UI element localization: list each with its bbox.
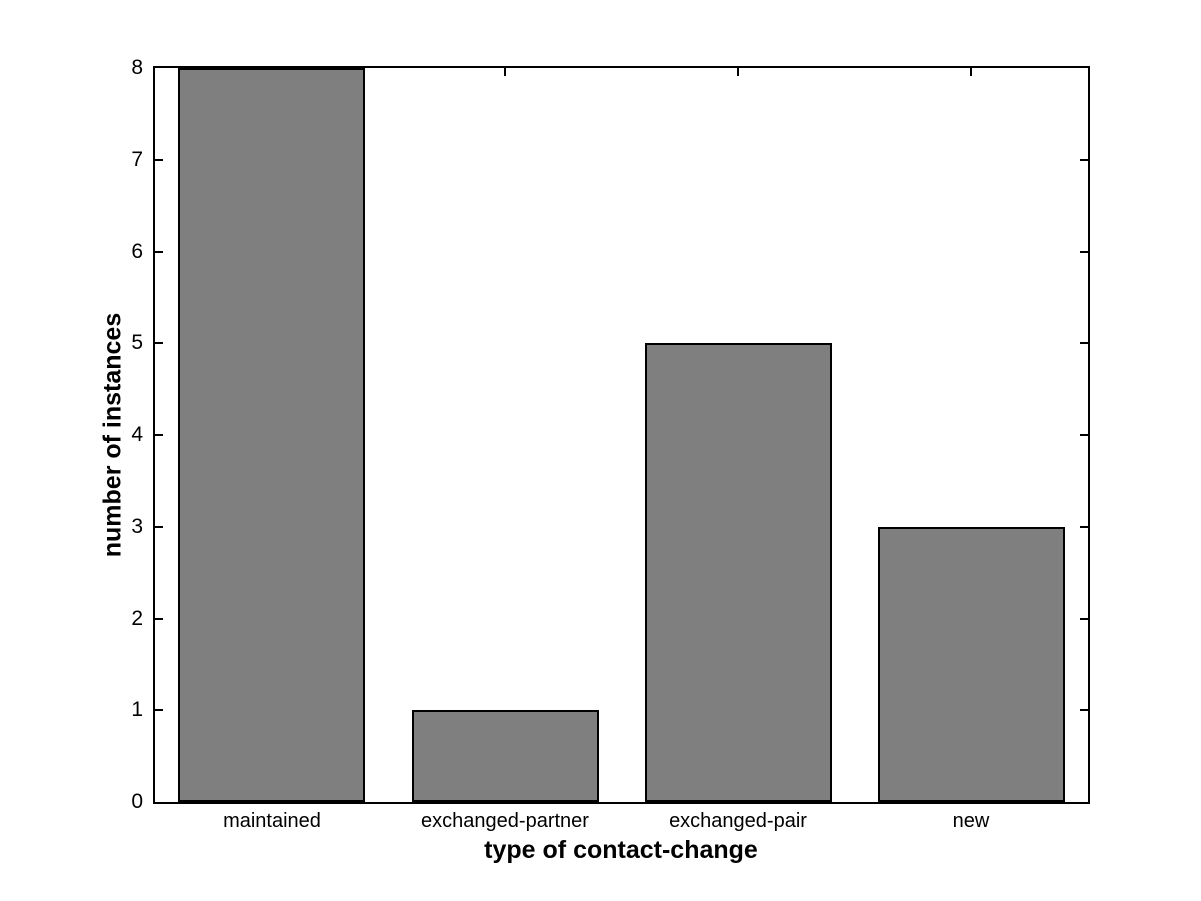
x-tick-label-maintained: maintained [223,810,321,832]
y-tick-mark [155,526,163,528]
plot-area [153,66,1090,804]
x-tick-mark [970,68,972,76]
y-tick-label: 3 [131,515,143,538]
y-tick-label: 8 [131,56,143,79]
x-tick-mark [504,68,506,76]
y-tick-mark [1080,434,1088,436]
bar-new [878,527,1065,802]
x-tick-mark [737,68,739,76]
x-axis-label: type of contact-change [484,836,758,864]
y-tick-label: 4 [131,423,143,446]
y-tick-mark [155,342,163,344]
y-tick-label: 1 [131,698,143,721]
y-tick-label: 0 [131,790,143,813]
y-tick-mark [155,434,163,436]
y-tick-mark [155,618,163,620]
y-tick-label: 7 [131,148,143,171]
y-tick-mark [1080,159,1088,161]
x-tick-label-exchanged-partner: exchanged-partner [421,810,589,832]
bar-exchanged-pair [645,343,832,802]
x-tick-label-new: new [952,810,990,832]
bar-maintained [178,68,365,802]
y-tick-mark [1080,342,1088,344]
y-tick-label: 2 [131,607,143,630]
y-tick-mark [155,159,163,161]
y-tick-mark [1080,526,1088,528]
y-tick-label: 6 [131,240,143,263]
x-tick-label-exchanged-pair: exchanged-pair [669,810,807,832]
y-tick-mark [1080,251,1088,253]
y-tick-mark [155,709,163,711]
y-tick-mark [155,251,163,253]
y-tick-mark [1080,709,1088,711]
y-tick-label: 5 [131,331,143,354]
y-tick-mark [1080,618,1088,620]
y-axis-label: number of instances [98,312,127,558]
bar-exchanged-partner [412,710,599,802]
